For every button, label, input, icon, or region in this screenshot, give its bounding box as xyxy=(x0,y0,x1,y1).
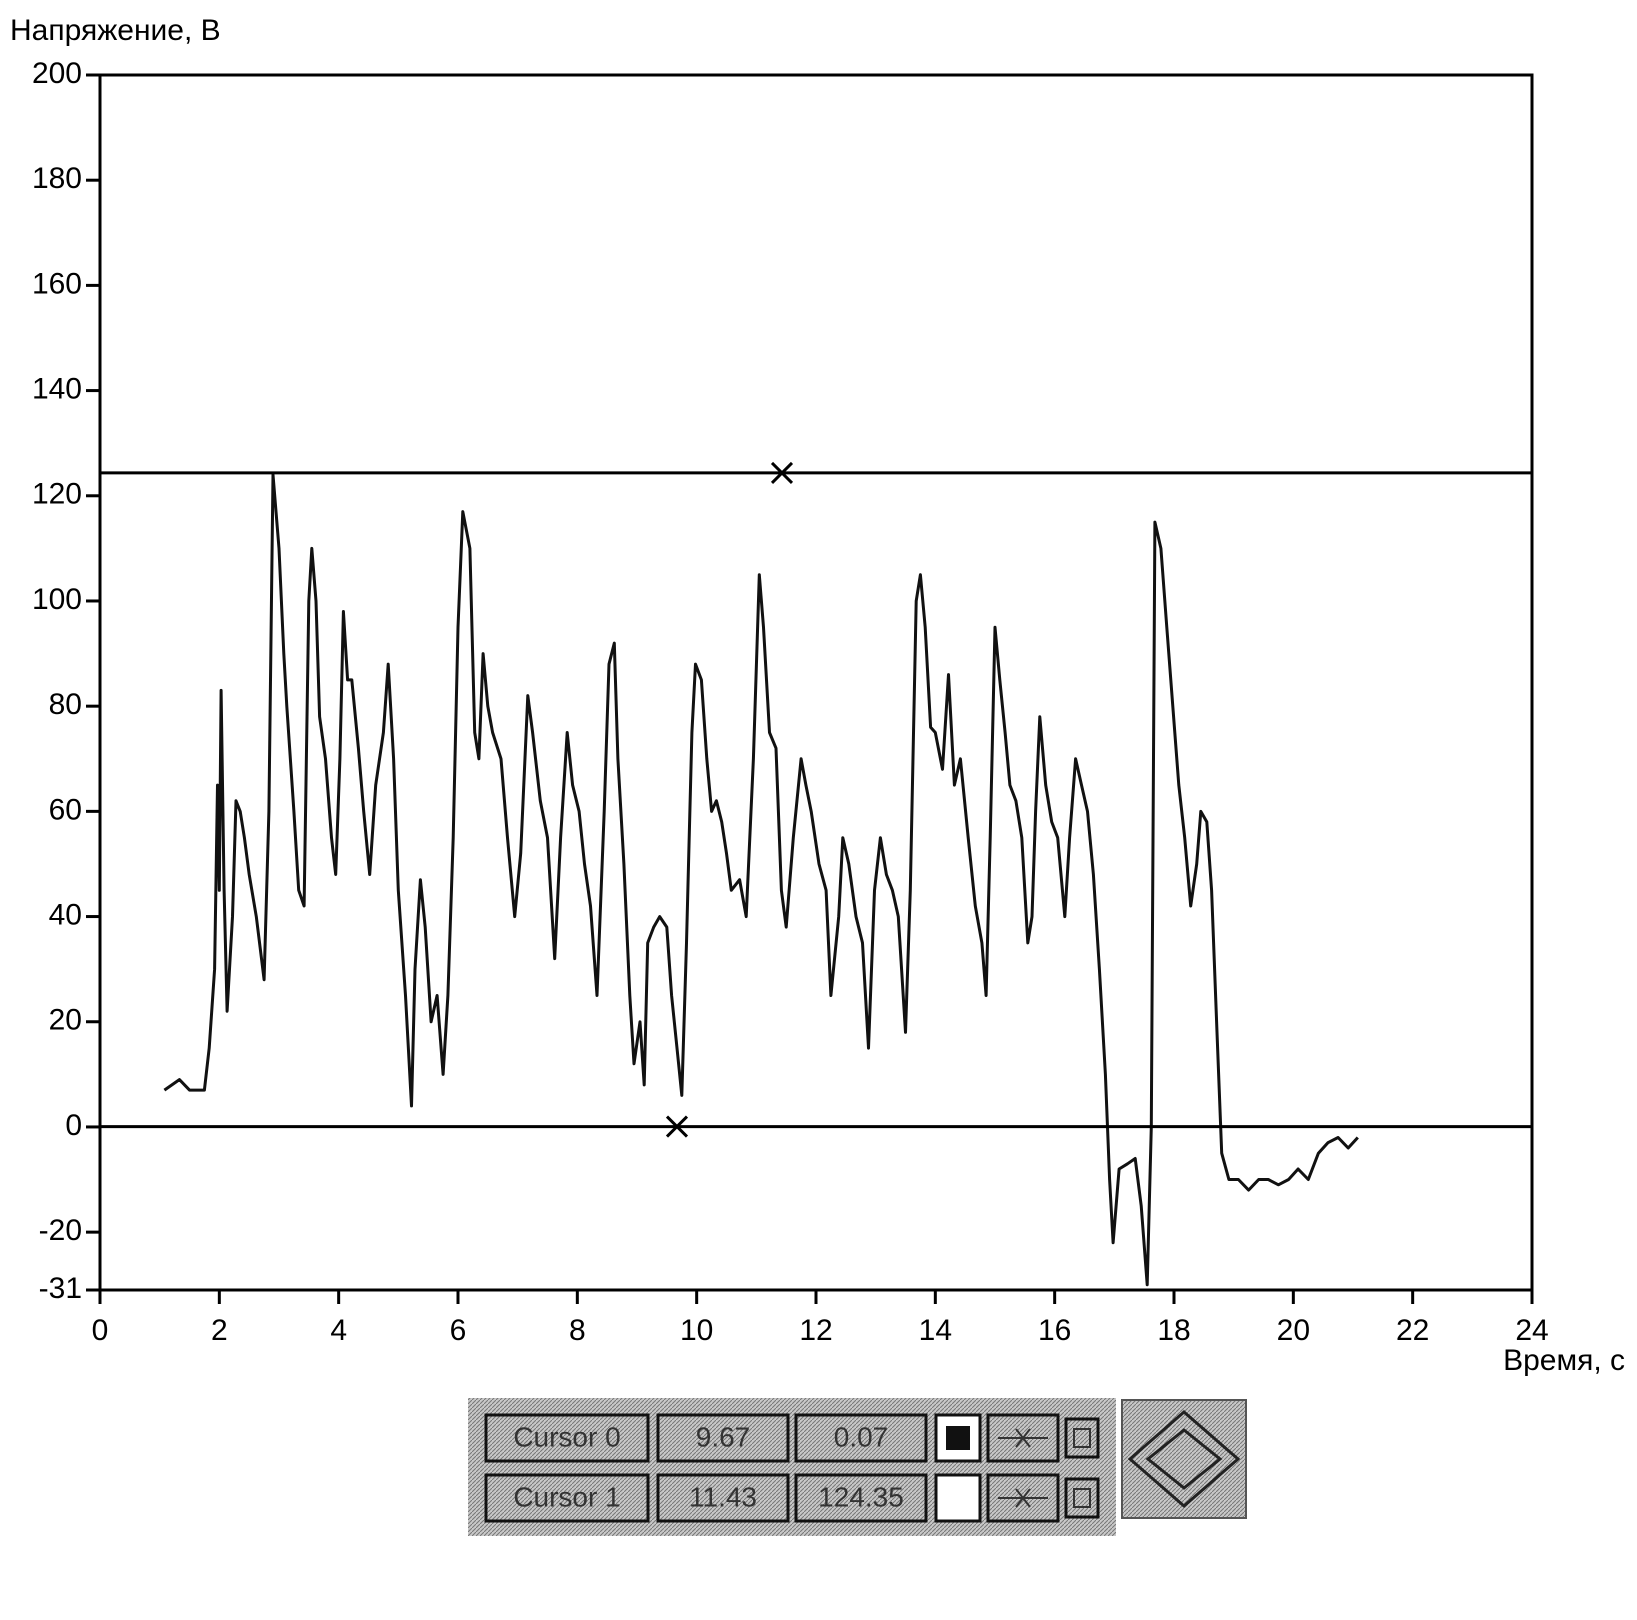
x-tick-label: 0 xyxy=(92,1314,109,1347)
cursor-shape-icon xyxy=(998,1488,1048,1508)
cursor-shape-icon xyxy=(998,1428,1048,1448)
x-tick-label: 20 xyxy=(1277,1314,1310,1347)
x-tick-label: 2 xyxy=(211,1314,228,1347)
cursor-style-box xyxy=(934,1473,982,1523)
cursor-lock-box xyxy=(1064,1417,1100,1459)
x-axis-label: Время, с xyxy=(1503,1344,1625,1377)
cursor-x-value-box xyxy=(656,1473,790,1523)
x-tick-label: 18 xyxy=(1157,1314,1190,1347)
cursor-x-value: 11.43 xyxy=(689,1481,757,1512)
cursor-y-value: 124.35 xyxy=(818,1481,904,1512)
y-tick-label: 80 xyxy=(49,688,82,721)
cursor-y-value-box xyxy=(794,1473,928,1523)
signal-line xyxy=(163,473,1359,1287)
cursor-marker xyxy=(665,1115,689,1138)
cursor-style-fill xyxy=(946,1426,970,1450)
y-tick-label: 40 xyxy=(49,898,82,931)
cursor-lock-icon xyxy=(1073,1488,1091,1508)
cursor-name-box xyxy=(484,1413,650,1463)
y-tick-label: 120 xyxy=(32,478,82,511)
cursor-x-value-box xyxy=(656,1413,790,1463)
x-tick-label: 16 xyxy=(1038,1314,1071,1347)
y-tick-label: -20 xyxy=(39,1214,82,1247)
cursor-name: Cursor 1 xyxy=(513,1481,620,1512)
x-tick-label: 12 xyxy=(799,1314,832,1347)
y-tick-label: 160 xyxy=(32,267,82,300)
x-tick-label: 6 xyxy=(450,1314,467,1347)
x-tick-label: 10 xyxy=(680,1314,713,1347)
mover-diamond xyxy=(1127,1410,1241,1508)
cursor-y-value-box xyxy=(794,1413,928,1463)
cursor-marker xyxy=(770,461,794,484)
y-tick-label: 60 xyxy=(49,793,82,826)
cursor-y-value: 0.07 xyxy=(834,1421,889,1452)
cursor-lock-icon xyxy=(1073,1428,1091,1448)
cursor-name: Cursor 0 xyxy=(513,1421,620,1452)
y-tick-label: 200 xyxy=(32,57,82,90)
y-tick-label: 20 xyxy=(49,1004,82,1037)
y-tick-label: 100 xyxy=(32,583,82,616)
cursor-mover[interactable] xyxy=(1121,1399,1247,1519)
y-tick-label: -31 xyxy=(39,1272,82,1305)
x-tick-label: 22 xyxy=(1396,1314,1429,1347)
x-tick-label: 14 xyxy=(919,1314,952,1347)
x-tick-label: 24 xyxy=(1515,1314,1548,1347)
x-tick-label: 4 xyxy=(330,1314,347,1347)
cursor-x-value: 9.67 xyxy=(696,1421,751,1452)
y-tick-label: 180 xyxy=(32,162,82,195)
cursor-name-box xyxy=(484,1473,650,1523)
cursor-lock-box xyxy=(1064,1477,1100,1519)
x-tick-label: 8 xyxy=(569,1314,586,1347)
y-tick-label: 0 xyxy=(65,1109,82,1142)
y-axis-label: Напряжение, В xyxy=(10,14,221,47)
y-tick-label: 140 xyxy=(32,373,82,406)
plot-frame xyxy=(98,73,1534,1292)
